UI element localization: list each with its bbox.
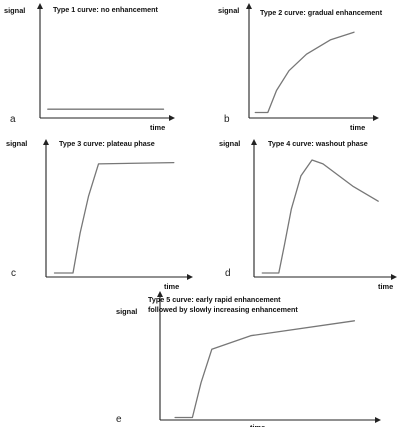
y-axis-label-e: signal bbox=[116, 307, 137, 316]
chart-title-d: Type 4 curve: washout phase bbox=[268, 139, 368, 148]
x-axis-label-b: time bbox=[350, 123, 365, 132]
y-axis-arrow-d bbox=[251, 139, 257, 145]
x-axis-arrow-c bbox=[187, 274, 193, 280]
x-axis-arrow-b bbox=[373, 115, 379, 121]
x-axis-label-a: time bbox=[150, 123, 165, 132]
series-line-e bbox=[174, 320, 356, 419]
panel-label-b: b bbox=[224, 114, 230, 125]
series-line-d bbox=[261, 159, 379, 274]
x-axis-arrow-a bbox=[169, 115, 175, 121]
y-axis-arrow-e bbox=[157, 291, 163, 297]
y-axis-label-b: signal bbox=[218, 6, 239, 15]
chart-subtitle-e: followed by slowly increasing enhancemen… bbox=[148, 305, 298, 314]
y-axis-label-d: signal bbox=[219, 139, 240, 148]
x-axis-arrow-d bbox=[391, 274, 397, 280]
x-axis-label-d: time bbox=[378, 282, 393, 291]
chart-title-b: Type 2 curve: gradual enhancement bbox=[260, 8, 383, 17]
chart-title-e: Type 5 curve: early rapid enhancement bbox=[148, 295, 281, 304]
x-axis-label-e: time bbox=[250, 423, 265, 427]
y-axis-arrow-b bbox=[246, 3, 252, 9]
panel-label-d: d bbox=[225, 268, 231, 279]
panel-label-c: c bbox=[11, 268, 16, 279]
chart-title-a: Type 1 curve: no enhancement bbox=[53, 5, 159, 14]
x-axis-label-c: time bbox=[164, 282, 179, 291]
y-axis-arrow-a bbox=[37, 3, 43, 9]
y-axis-label-a: signal bbox=[4, 6, 25, 15]
y-axis-arrow-c bbox=[43, 139, 49, 145]
series-line-b bbox=[254, 31, 355, 114]
series-line-c bbox=[53, 161, 175, 274]
panel-label-e: e bbox=[116, 414, 122, 425]
x-axis-arrow-e bbox=[375, 417, 381, 423]
chart-title-c: Type 3 curve: plateau phase bbox=[59, 139, 155, 148]
panel-label-a: a bbox=[10, 114, 16, 125]
y-axis-label-c: signal bbox=[6, 139, 27, 148]
